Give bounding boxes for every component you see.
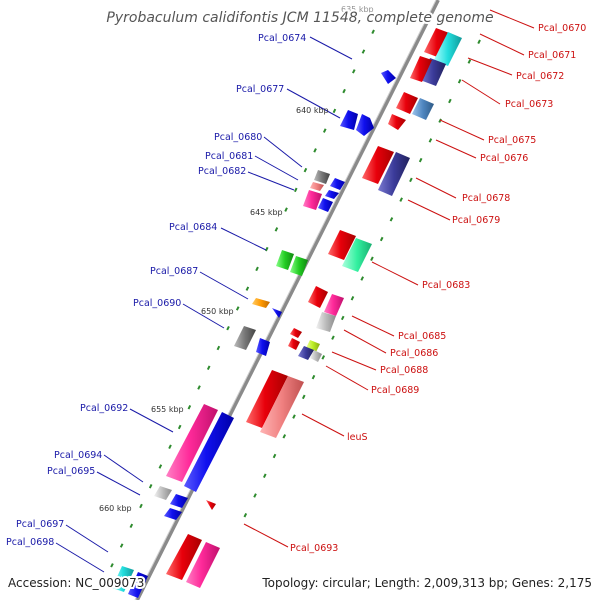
gene-label-pcal-0672[interactable]: Pcal_0672	[516, 71, 564, 82]
gene-label-pcal-0675[interactable]: Pcal_0675	[488, 135, 536, 146]
gene-label-pcal-0692[interactable]: Pcal_0692	[80, 403, 128, 414]
reverse-gene-labels: Pcal_0670 Pcal_0671 Pcal_0672 Pcal_0673 …	[290, 23, 586, 554]
gene-label-pcal-0674[interactable]: Pcal_0674	[258, 33, 306, 44]
reverse-genes	[166, 28, 462, 588]
gene-pcal-0698[interactable]	[128, 572, 148, 598]
kbp-label-660: 660 kbp	[99, 504, 132, 513]
gene-label-pcal-0682[interactable]: Pcal_0682	[198, 166, 246, 177]
gene-pcal-0683[interactable]	[328, 230, 356, 260]
gene-pcal-0680b[interactable]	[330, 178, 345, 190]
gene-pcal-0671[interactable]	[434, 32, 462, 66]
gene-pcal-0695[interactable]	[164, 508, 182, 520]
gene-pcal-0679[interactable]	[378, 152, 410, 196]
gene-label-pcal-0694[interactable]: Pcal_0694	[54, 450, 102, 461]
gene-pcal-0685b[interactable]	[324, 294, 344, 316]
gene-pcal-0682[interactable]	[303, 190, 322, 210]
gene-pcal-0673[interactable]	[396, 92, 418, 114]
gene-pcal-0670[interactable]	[424, 28, 452, 58]
map-title: Pyrobaculum calidifontis JCM 11548, comp…	[106, 10, 493, 26]
gene-pcal-0686b[interactable]	[290, 328, 302, 338]
gene-pcal-0678[interactable]	[362, 146, 394, 184]
gene-pcal-0677b[interactable]	[356, 114, 374, 136]
gene-pcal-0690b[interactable]	[256, 338, 270, 356]
gene-pcal-0672[interactable]	[420, 58, 446, 86]
gene-pcal-0687[interactable]	[252, 298, 270, 308]
gene-label-pcal-0684[interactable]: Pcal_0684	[169, 222, 217, 233]
gene-pcal-0684[interactable]	[276, 250, 294, 270]
gene-pcal-0675[interactable]	[412, 98, 434, 120]
gene-label-pcal-0676[interactable]: Pcal_0676	[480, 153, 528, 164]
tick-marks	[95, 29, 481, 599]
gene-label-pcal-0687[interactable]: Pcal_0687	[150, 266, 198, 277]
topology-text: Topology: circular; Length: 2,009,313 bp…	[261, 576, 592, 590]
gene-label-pcal-0695[interactable]: Pcal_0695	[47, 466, 95, 477]
kbp-label-655: 655 kbp	[151, 405, 184, 414]
gene-label-pcal-0677[interactable]: Pcal_0677	[236, 84, 284, 95]
gene-label-pcal-0688[interactable]: Pcal_0688	[380, 365, 428, 376]
forward-genes	[112, 70, 396, 598]
gene-label-pcal-0689[interactable]: Pcal_0689	[371, 385, 419, 396]
gene-pcal-0693b[interactable]	[186, 542, 220, 588]
gene-leus[interactable]	[246, 370, 288, 428]
gene-pcal-0692b[interactable]	[184, 412, 234, 492]
gene-label-pcal-0678[interactable]: Pcal_0678	[462, 193, 510, 204]
gene-pcal-0689[interactable]	[298, 346, 314, 360]
gene-label-pcal-0679[interactable]: Pcal_0679	[452, 215, 500, 226]
gene-label-pcal-0671[interactable]: Pcal_0671	[528, 50, 576, 61]
gene-pcal-0685[interactable]	[308, 286, 328, 308]
gene-label-leus[interactable]: leuS	[347, 432, 368, 443]
gene-pcal-0681b[interactable]	[325, 190, 339, 199]
gene-label-pcal-0685[interactable]: Pcal_0685	[398, 331, 446, 342]
gene-label-pcal-0686[interactable]: Pcal_0686	[390, 348, 438, 359]
gene-pcal-0672b[interactable]	[410, 56, 432, 82]
gene-small-red[interactable]	[206, 500, 216, 510]
forward-gene-labels: Pcal_0674 Pcal_0677 Pcal_0680 Pcal_0681 …	[6, 33, 306, 548]
gene-label-pcal-0681[interactable]: Pcal_0681	[205, 151, 253, 162]
genome-backbone	[135, 0, 440, 600]
gene-pcal-0677a[interactable]	[340, 110, 358, 130]
gene-pcal-0693[interactable]	[166, 534, 202, 580]
gene-pcal-0682b[interactable]	[318, 198, 333, 212]
kbp-label-635: 635 kbp	[341, 5, 374, 14]
gene-pcal-0683b[interactable]	[342, 238, 372, 272]
forward-leaders	[55, 36, 353, 573]
gene-pcal-0692[interactable]	[166, 404, 218, 482]
reverse-leaders	[243, 9, 535, 548]
gene-pcal-0694[interactable]	[154, 486, 172, 500]
gene-pcal-0694b[interactable]	[170, 494, 188, 508]
kbp-label-645: 645 kbp	[250, 208, 283, 217]
gene-pcal-0674[interactable]	[381, 70, 396, 84]
gene-label-pcal-0683[interactable]: Pcal_0683	[422, 280, 470, 291]
gene-label-pcal-0673[interactable]: Pcal_0673	[505, 99, 553, 110]
gene-label-pcal-0680[interactable]: Pcal_0680	[214, 132, 262, 143]
genome-track: 635 kbp 640 kbp 645 kbp 650 kbp 655 kbp …	[6, 0, 586, 600]
gene-pcal-0686[interactable]	[316, 312, 336, 332]
gene-pcal-0684b[interactable]	[290, 256, 308, 276]
gene-leus-b[interactable]	[260, 376, 304, 438]
kbp-label-650: 650 kbp	[201, 307, 234, 316]
kbp-labels: 635 kbp 640 kbp 645 kbp 650 kbp 655 kbp …	[99, 5, 374, 513]
gene-label-pcal-0690[interactable]: Pcal_0690	[133, 298, 181, 309]
gene-pcal-0681[interactable]	[310, 182, 324, 191]
gene-pcal-0697[interactable]	[112, 566, 134, 592]
gene-pcal-0680[interactable]	[314, 170, 330, 184]
gene-pcal-0690[interactable]	[234, 326, 256, 350]
gene-label-pcal-0697[interactable]: Pcal_0697	[16, 519, 64, 530]
kbp-label-640: 640 kbp	[296, 106, 329, 115]
accession-text: Accession: NC_009073	[8, 576, 144, 590]
gene-label-pcal-0670[interactable]: Pcal_0670	[538, 23, 586, 34]
gene-label-pcal-0693[interactable]: Pcal_0693	[290, 543, 338, 554]
gene-pcal-0687b[interactable]	[272, 308, 282, 318]
gene-label-pcal-0698[interactable]: Pcal_0698	[6, 537, 54, 548]
gene-pcal-0689b[interactable]	[310, 350, 322, 362]
gene-pcal-0676[interactable]	[388, 114, 406, 130]
gene-pcal-0688[interactable]	[288, 338, 300, 350]
